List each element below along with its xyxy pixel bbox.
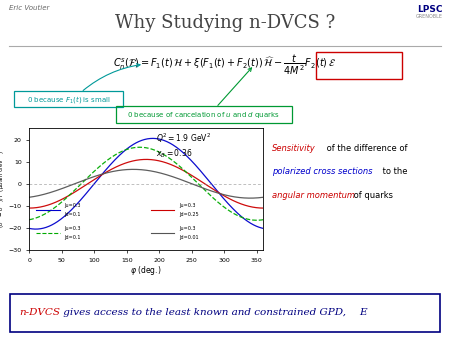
Text: $Q^2 = 1.9$ GeV$^2$: $Q^2 = 1.9$ GeV$^2$ — [156, 132, 211, 145]
Text: Why Studying n-DVCS ?: Why Studying n-DVCS ? — [115, 14, 335, 31]
Text: Jd=0.25: Jd=0.25 — [179, 212, 198, 217]
Text: Eric Voutier: Eric Voutier — [9, 5, 50, 11]
Text: LPSC: LPSC — [417, 5, 442, 14]
Text: E: E — [359, 309, 367, 317]
Text: n-DVCS: n-DVCS — [19, 309, 60, 317]
Text: to the: to the — [380, 167, 408, 176]
Text: Jd=0.01: Jd=0.01 — [179, 236, 198, 240]
Text: Ju=0.3: Ju=0.3 — [179, 202, 195, 208]
Text: polarized cross sections: polarized cross sections — [272, 167, 373, 176]
Text: 0 because of cancelation of $u$ and $d$ quarks: 0 because of cancelation of $u$ and $d$ … — [127, 110, 280, 120]
Text: Ju=0.3: Ju=0.3 — [64, 226, 81, 231]
Text: GRENOBLE: GRENOBLE — [416, 14, 443, 19]
X-axis label: $\varphi$ (deg.): $\varphi$ (deg.) — [130, 264, 162, 277]
Text: angular momentum: angular momentum — [272, 191, 355, 200]
Text: $C_n^s(\mathcal{F})=F_1(t)\,\mathcal{H}+\xi(F_1(t)+F_2(t))\,\widehat{\mathcal{H}: $C_n^s(\mathcal{F})=F_1(t)\,\mathcal{H}+… — [113, 52, 337, 77]
Text: 0 because $F_1(t)$ is small: 0 because $F_1(t)$ is small — [27, 94, 111, 105]
Text: Ju=0.3: Ju=0.3 — [64, 202, 81, 208]
Text: Ju=0.3: Ju=0.3 — [179, 226, 195, 231]
Text: Jd=0.1: Jd=0.1 — [64, 236, 81, 240]
Text: Jd=0.1: Jd=0.1 — [64, 212, 81, 217]
Text: Sensitivity: Sensitivity — [272, 144, 316, 153]
Text: $x_B = 0.36$: $x_B = 0.36$ — [156, 148, 192, 161]
Text: of the difference of: of the difference of — [324, 144, 408, 153]
Y-axis label: $(\sigma^+ - \sigma^-)/T$  ($\mu$barn$\cdot$GeV$^{-2}$): $(\sigma^+ - \sigma^-)/T$ ($\mu$barn$\cd… — [0, 150, 7, 228]
Text: of quarks: of quarks — [351, 191, 393, 200]
Text: gives access to the least known and constrained GPD,: gives access to the least known and cons… — [60, 309, 349, 317]
